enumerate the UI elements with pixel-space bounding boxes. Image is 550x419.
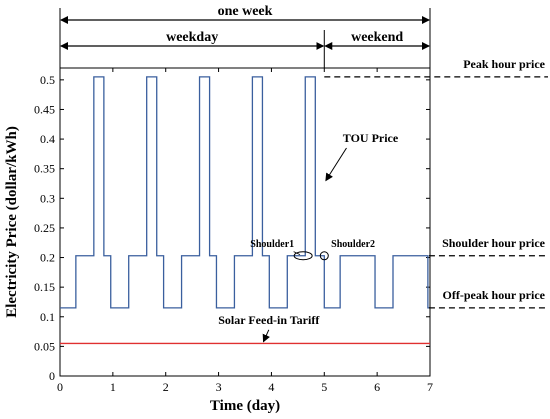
y-tick-label: 0.35: [34, 162, 55, 176]
reference-label-off-peak: Off-peak hour price: [443, 288, 546, 302]
x-tick-label: 0: [57, 380, 63, 394]
y-tick-label: 0: [49, 369, 55, 383]
y-tick-label: 0.05: [34, 339, 55, 353]
plot-frame: [59, 67, 431, 377]
annotation-solar-arrow: [262, 329, 271, 343]
y-tick-label: 0.5: [40, 73, 55, 87]
x-tick-label: 7: [427, 380, 433, 394]
x-axis-label: Time (day): [210, 398, 280, 414]
x-tick-label: 5: [321, 380, 327, 394]
annotation-shoulder1: Shoulder1: [250, 239, 294, 250]
reference-label-shoulder: Shoulder hour price: [442, 236, 546, 250]
y-tick-label: 0.4: [40, 132, 55, 146]
x-tick-label: 1: [110, 380, 116, 394]
annotation-shoulder2: Shoulder2: [331, 239, 375, 250]
period-label-weekday: weekday: [166, 30, 218, 45]
period-label-one-week: one week: [218, 4, 273, 19]
reference-label-peak: Peak hour price: [463, 57, 545, 71]
y-tick-label: 0.2: [40, 251, 55, 265]
x-tick-label: 4: [268, 380, 274, 394]
x-tick-label: 3: [216, 380, 222, 394]
y-tick-label: 0.45: [34, 102, 55, 116]
y-tick-label: 0.3: [40, 191, 55, 205]
annotation-shoulder1-ellipse: [293, 251, 313, 261]
annotation-tou-price: TOU Price: [343, 131, 399, 145]
x-tick-label: 2: [163, 380, 169, 394]
y-axis-label: Electricity Price (dollar/kWh): [4, 126, 20, 318]
tou-price-line: [60, 76, 430, 309]
annotation-tou-price-arrow: [325, 147, 347, 182]
annotation-shoulder1-pointer: [293, 251, 301, 255]
annotation-solar-feed-in-tariff: Solar Feed-in Tariff: [218, 313, 320, 327]
period-label-weekend: weekend: [351, 30, 403, 45]
annotation-shoulder2-ellipse: [319, 251, 329, 261]
y-tick-label: 0.1: [40, 310, 55, 324]
y-tick-label: 0.15: [34, 280, 55, 294]
x-tick-label: 6: [374, 380, 380, 394]
y-tick-label: 0.25: [34, 221, 55, 235]
